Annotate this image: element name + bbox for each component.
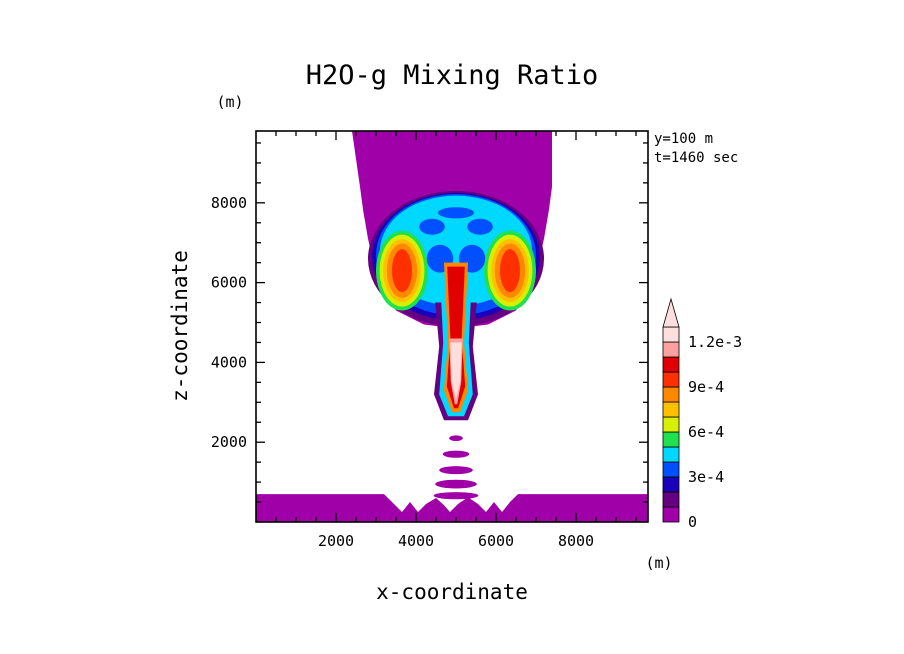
x-axis-title: x-coordinate [376,580,528,604]
surface-moist-layer [256,494,648,522]
subcloud-band-2 [442,450,470,458]
colorbar-label: 0 [688,513,697,531]
colorbar-swatch [662,416,680,433]
chart-title: H2O-g Mixing Ratio [306,60,599,91]
cloud-head-pocket-2 [467,218,493,235]
subcloud-band-5 [433,492,479,500]
colorbar-label: 6e-4 [688,423,724,441]
colorbar-swatch [662,431,680,448]
subcloud-band-4 [435,479,477,489]
info-line-2: t=1460 sec [654,150,738,166]
cloud-lobe-right-5 [500,249,520,293]
colorbar-label: 3e-4 [688,468,724,486]
info-line-1: y=100 m [654,131,713,147]
subcloud-band-3 [439,466,473,475]
plot-frame [255,130,649,523]
colorbar-swatch [662,326,680,343]
y-tick-label: 4000 [211,353,247,371]
colorbar-swatch [662,401,680,418]
updraft-peak [450,342,462,401]
colorbar-swatch [662,446,680,463]
cloud-head-pocket-5 [438,207,474,219]
x-tick-label: 6000 [478,532,514,550]
colorbar-swatch [662,341,680,358]
colorbar-swatch [662,356,680,373]
colorbar: 0 3e-4 6e-4 9e-4 1.2e-3 [662,297,742,531]
colorbar-extend-arrow [662,297,680,328]
x-tick-label: 8000 [558,532,594,550]
colorbar-swatch [662,461,680,478]
y-axis-title: z-coordinate [168,250,192,402]
axes: 2000 4000 6000 8000 2000 4000 6000 8000 [211,130,649,550]
colorbar-swatch [662,371,680,388]
subcloud-band-1 [449,435,463,442]
cloud-lobe-left-5 [392,249,412,293]
colorbar-label: 1.2e-3 [688,333,742,351]
colorbar-swatch [662,386,680,403]
colorbar-label: 9e-4 [688,378,724,396]
x-unit-label: (m) [645,554,672,572]
x-tick-label: 4000 [398,532,434,550]
colorbar-swatch [662,476,680,493]
x-tick-label: 2000 [318,532,354,550]
cloud-head-pocket-1 [419,218,445,235]
contour-field [256,131,648,522]
y-tick-label: 6000 [211,274,247,292]
colorbar-swatch [662,491,680,508]
colorbar-swatch [662,506,680,523]
y-unit-label: (m) [216,93,243,111]
y-tick-label: 8000 [211,194,247,212]
y-tick-label: 2000 [211,433,247,451]
